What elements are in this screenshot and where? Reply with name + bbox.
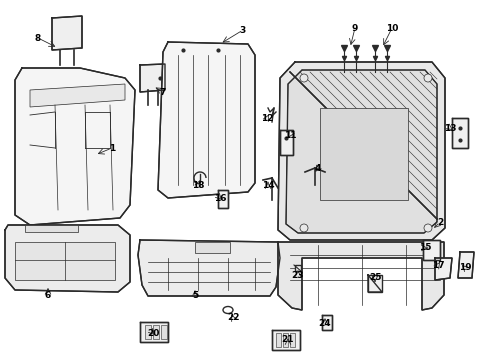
- Text: 11: 11: [283, 131, 296, 140]
- Polygon shape: [451, 118, 467, 148]
- Polygon shape: [25, 225, 78, 232]
- Polygon shape: [280, 130, 292, 155]
- Polygon shape: [283, 333, 287, 347]
- Polygon shape: [434, 258, 451, 280]
- Text: 10: 10: [385, 23, 397, 32]
- Circle shape: [299, 74, 307, 82]
- Polygon shape: [140, 64, 164, 92]
- Text: 17: 17: [431, 261, 444, 270]
- Text: 20: 20: [146, 328, 159, 338]
- Text: 19: 19: [458, 264, 470, 273]
- Text: 24: 24: [318, 319, 331, 328]
- Text: 6: 6: [45, 291, 51, 300]
- Polygon shape: [275, 333, 281, 347]
- Polygon shape: [138, 240, 280, 296]
- Text: 9: 9: [351, 23, 357, 32]
- Text: 22: 22: [226, 314, 239, 323]
- Polygon shape: [422, 240, 439, 260]
- Text: 15: 15: [418, 243, 430, 252]
- Polygon shape: [145, 325, 151, 339]
- Text: 21: 21: [281, 336, 294, 345]
- Text: 8: 8: [35, 33, 41, 42]
- Polygon shape: [285, 70, 436, 233]
- Polygon shape: [161, 325, 167, 339]
- Text: 18: 18: [191, 180, 204, 189]
- Text: 25: 25: [368, 274, 381, 283]
- Polygon shape: [15, 242, 115, 280]
- Text: 23: 23: [291, 270, 304, 279]
- Text: 5: 5: [191, 291, 198, 300]
- Polygon shape: [367, 275, 381, 292]
- Text: 7: 7: [160, 87, 166, 96]
- Polygon shape: [271, 330, 299, 350]
- Circle shape: [299, 224, 307, 232]
- Text: 3: 3: [240, 26, 245, 35]
- Text: 2: 2: [436, 217, 442, 226]
- Polygon shape: [52, 16, 82, 50]
- Text: 13: 13: [443, 123, 455, 132]
- Text: 12: 12: [260, 113, 273, 122]
- Polygon shape: [457, 252, 473, 278]
- Polygon shape: [289, 333, 294, 347]
- Text: 1: 1: [109, 144, 115, 153]
- Polygon shape: [218, 190, 227, 208]
- Polygon shape: [153, 325, 159, 339]
- Polygon shape: [140, 322, 168, 342]
- Polygon shape: [30, 84, 125, 107]
- Text: 16: 16: [213, 194, 226, 202]
- Polygon shape: [278, 62, 444, 240]
- Polygon shape: [15, 68, 135, 225]
- Polygon shape: [321, 315, 331, 330]
- Polygon shape: [158, 42, 254, 198]
- Polygon shape: [5, 225, 130, 292]
- Text: 14: 14: [261, 180, 274, 189]
- Polygon shape: [195, 242, 229, 253]
- Circle shape: [423, 224, 431, 232]
- Polygon shape: [319, 108, 407, 200]
- Text: 4: 4: [314, 163, 321, 172]
- Polygon shape: [278, 242, 443, 310]
- Circle shape: [423, 74, 431, 82]
